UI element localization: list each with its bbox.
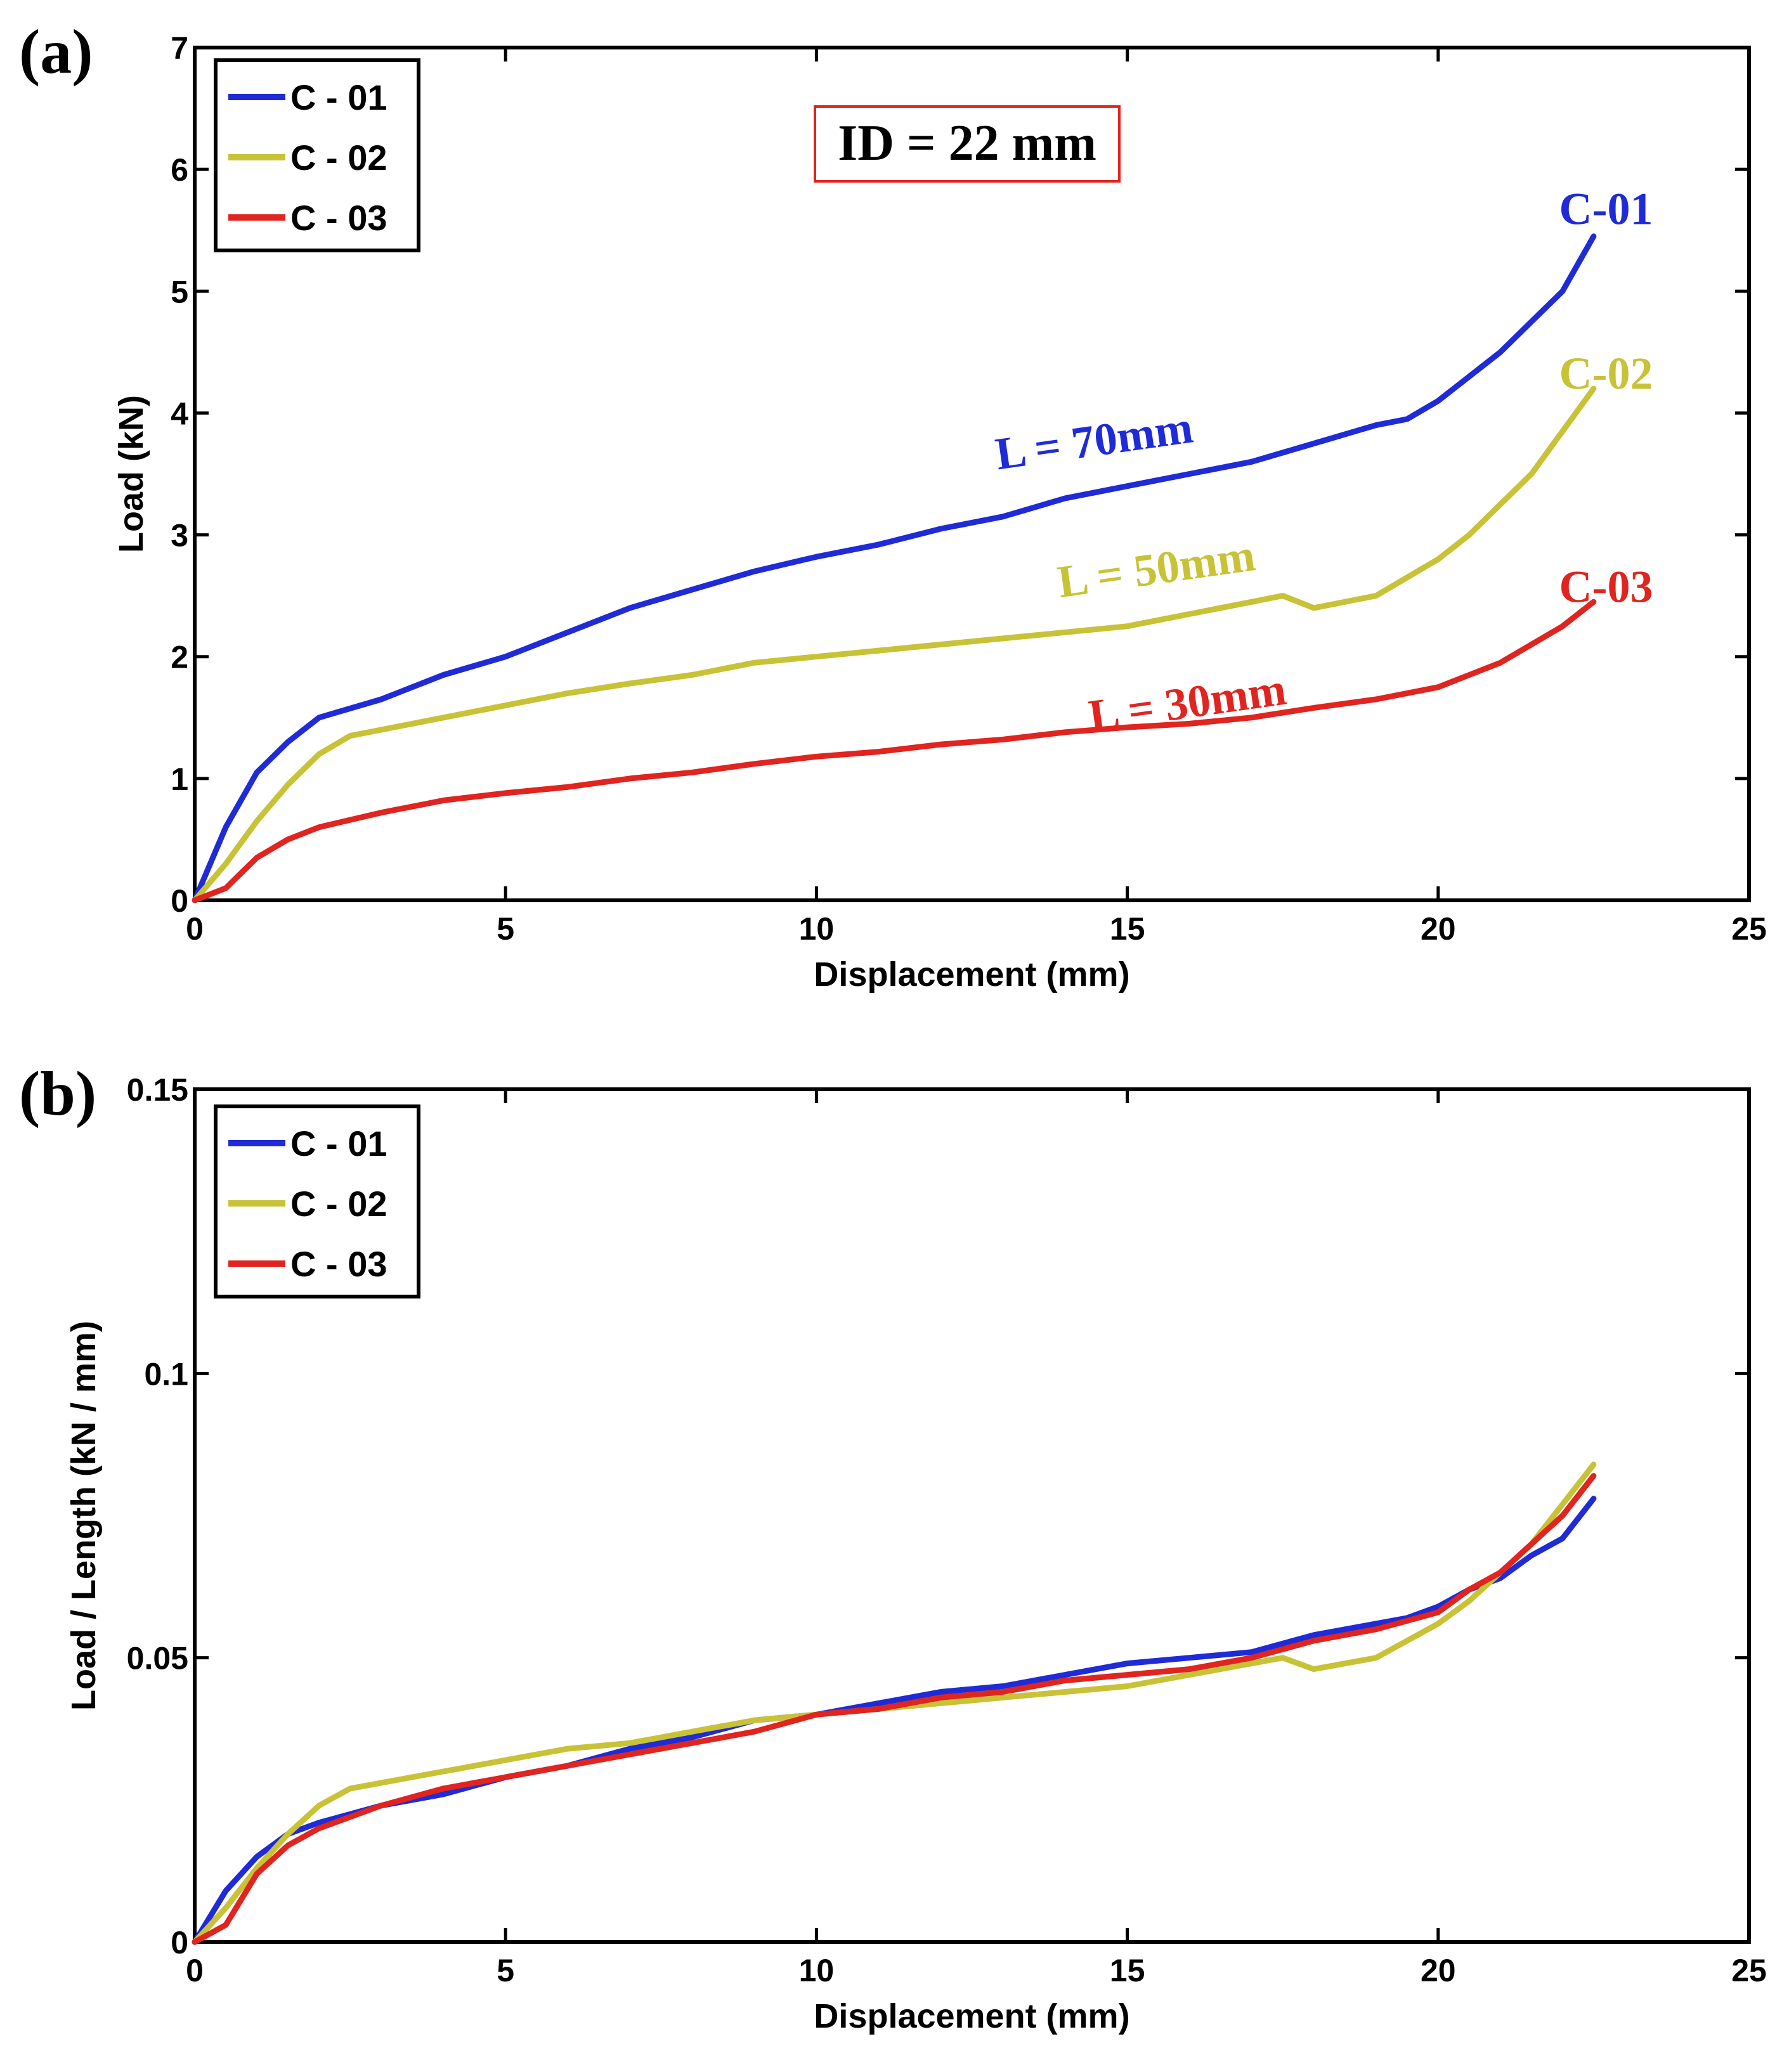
series-length-label: L = 50mm (1055, 529, 1258, 607)
series-line-c-03 (192, 599, 1597, 903)
y-tick-label: 0.15 (127, 1072, 188, 1108)
series-line-c-01 (192, 1496, 1597, 1945)
legend-entry: C - 02 (290, 138, 387, 178)
legend-entry: C - 02 (290, 1184, 387, 1224)
y-tick-label: 0.05 (127, 1641, 188, 1676)
series-end-label: C-01 (1559, 184, 1653, 235)
y-tick-label: 0 (171, 883, 188, 919)
x-tick-label: 20 (1421, 911, 1456, 947)
y-tick-label: 0 (171, 1925, 188, 1960)
x-tick-label: 25 (1731, 1953, 1767, 1988)
x-tick-label: 10 (799, 911, 835, 947)
plot-frame (193, 46, 1751, 902)
panel-label: (a) (19, 16, 93, 87)
series-line-c-01 (192, 233, 1597, 903)
x-tick-label: 20 (1421, 1953, 1456, 1988)
y-axis-label: Load (kN) (112, 395, 150, 553)
legend: C - 01 C - 02 C - 03 (214, 1104, 420, 1298)
legend-entry: C - 01 (290, 77, 387, 117)
series-end-label: C-02 (1559, 348, 1653, 399)
y-axis-label: Load / Length (kN / mm) (65, 1321, 103, 1711)
panel-b: 0 5 10 15 20 25 0 0.05 0.1 0.15 Displacement (mm) L… (19, 1058, 1767, 2035)
y-tick-label: 5 (171, 274, 188, 309)
x-tick-label: 0 (186, 911, 204, 947)
series-line-c-02 (192, 385, 1597, 903)
series-length-label: L = 70mm (992, 402, 1196, 480)
y-tick-label: 0.1 (144, 1356, 188, 1392)
x-tick-label: 5 (497, 911, 514, 947)
x-tick-label: 0 (186, 1953, 204, 1988)
x-tick-label: 15 (1110, 1953, 1145, 1988)
legend-entry: C - 03 (290, 198, 387, 238)
x-tick-label: 10 (799, 1953, 835, 1988)
series-length-label: L = 30mm (1086, 664, 1289, 742)
legend: C - 01 C - 02 C - 03 (214, 58, 420, 252)
series-line-c-03 (192, 1473, 1597, 1945)
x-tick-label: 25 (1731, 911, 1767, 947)
legend-entry: C - 03 (290, 1244, 387, 1284)
x-tick-label: 5 (497, 1953, 514, 1988)
y-tick-label: 1 (171, 761, 188, 797)
x-tick-label: 15 (1110, 911, 1145, 947)
x-axis-label: Displacement (mm) (814, 1997, 1129, 2035)
y-tick-label: 4 (171, 396, 188, 431)
y-tick-label: 3 (171, 518, 188, 554)
y-tick-label: 7 (171, 30, 188, 66)
id-annotation-text: ID = 22 mm (838, 115, 1096, 171)
id-annotation-box (814, 105, 1121, 183)
x-axis-label: Displacement (mm) (814, 955, 1129, 994)
panel-label: (b) (19, 1058, 96, 1129)
series-end-label: C-03 (1559, 561, 1653, 612)
legend-entry: C - 01 (290, 1123, 387, 1163)
y-tick-label: 6 (171, 152, 188, 188)
y-tick-label: 2 (171, 640, 188, 675)
panel-a: 0 5 10 15 20 25 0 1 2 3 4 5 6 7 Displacement (mm) Load … (19, 16, 1767, 994)
plot-frame (193, 1087, 1751, 1944)
